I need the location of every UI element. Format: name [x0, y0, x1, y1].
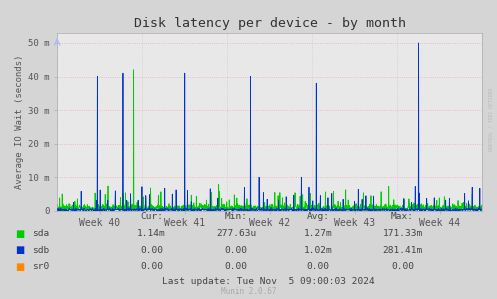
Text: Last update: Tue Nov  5 09:00:03 2024: Last update: Tue Nov 5 09:00:03 2024	[162, 277, 375, 286]
Text: 0.00: 0.00	[391, 262, 414, 271]
Text: 0.00: 0.00	[307, 262, 330, 271]
Text: 1.02m: 1.02m	[304, 246, 332, 255]
Text: 0.00: 0.00	[140, 246, 163, 255]
Text: 1.14m: 1.14m	[137, 229, 166, 238]
Text: ■: ■	[15, 245, 24, 255]
Text: Avg:: Avg:	[307, 212, 330, 221]
Text: 0.00: 0.00	[225, 246, 248, 255]
Text: Max:: Max:	[391, 212, 414, 221]
Text: Min:: Min:	[225, 212, 248, 221]
Text: 0.00: 0.00	[140, 262, 163, 271]
Text: sdb: sdb	[32, 246, 50, 255]
Text: RRDTOOL / TOBI OETIKER: RRDTOOL / TOBI OETIKER	[489, 88, 494, 151]
Text: Cur:: Cur:	[140, 212, 163, 221]
Text: ■: ■	[15, 262, 24, 272]
Y-axis label: Average IO Wait (seconds): Average IO Wait (seconds)	[15, 55, 24, 189]
Text: 277.63u: 277.63u	[216, 229, 256, 238]
Text: sr0: sr0	[32, 262, 50, 271]
Text: 0.00: 0.00	[225, 262, 248, 271]
Text: Munin 2.0.67: Munin 2.0.67	[221, 287, 276, 296]
Text: sda: sda	[32, 229, 50, 238]
Text: 171.33m: 171.33m	[383, 229, 422, 238]
Text: ■: ■	[15, 229, 24, 239]
Text: 281.41m: 281.41m	[383, 246, 422, 255]
Title: Disk latency per device - by month: Disk latency per device - by month	[134, 17, 406, 30]
Text: 1.27m: 1.27m	[304, 229, 332, 238]
